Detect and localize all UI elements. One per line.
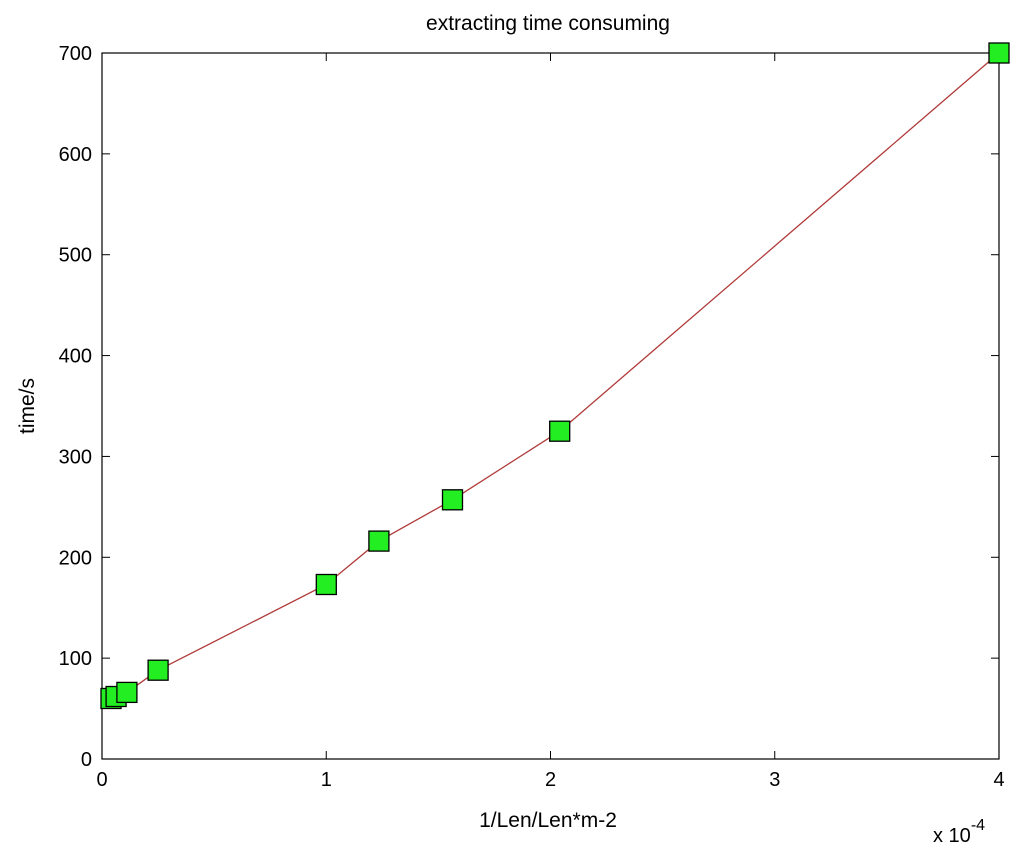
- x-axis-label: 1/Len/Len*m-2: [479, 809, 617, 832]
- plot-frame: [101, 52, 1000, 760]
- data-point-marker: [368, 530, 390, 552]
- x-tick-label: 0: [96, 769, 107, 791]
- y-tick-label: 100: [59, 648, 92, 670]
- y-axis-ticks: 0 100 200 300 400 500 600 700: [59, 43, 999, 771]
- y-axis-label: time/s: [16, 378, 39, 434]
- data-point-marker: [116, 681, 138, 704]
- data-point-marker: [988, 42, 1010, 64]
- x-tick-label: 4: [993, 769, 1004, 791]
- x-axis-multiplier: x 10-4: [933, 817, 985, 847]
- y-tick-label: 500: [59, 245, 92, 267]
- plot-area: 0 1 2 3 4 0 100 200 300 400 500 600 700: [59, 42, 1010, 791]
- chart-title: extracting time consuming: [426, 12, 670, 35]
- x-multiplier-exponent: -4: [971, 817, 985, 834]
- y-tick-label: 700: [59, 43, 92, 65]
- series-markers: [100, 42, 1010, 710]
- y-tick-label: 600: [59, 144, 92, 166]
- x-tick-label: 1: [321, 769, 332, 791]
- x-tick-label: 3: [769, 769, 780, 791]
- y-tick-label: 200: [59, 547, 92, 569]
- y-tick-label: 0: [81, 749, 92, 771]
- data-point-marker: [315, 573, 337, 596]
- y-tick-label: 400: [59, 346, 92, 368]
- y-tick-label: 300: [59, 446, 92, 468]
- data-point-marker: [147, 659, 169, 681]
- data-point-marker: [441, 489, 464, 511]
- data-point-marker: [549, 420, 571, 442]
- x-multiplier-base: x 10: [933, 825, 971, 847]
- x-tick-label: 2: [545, 769, 556, 791]
